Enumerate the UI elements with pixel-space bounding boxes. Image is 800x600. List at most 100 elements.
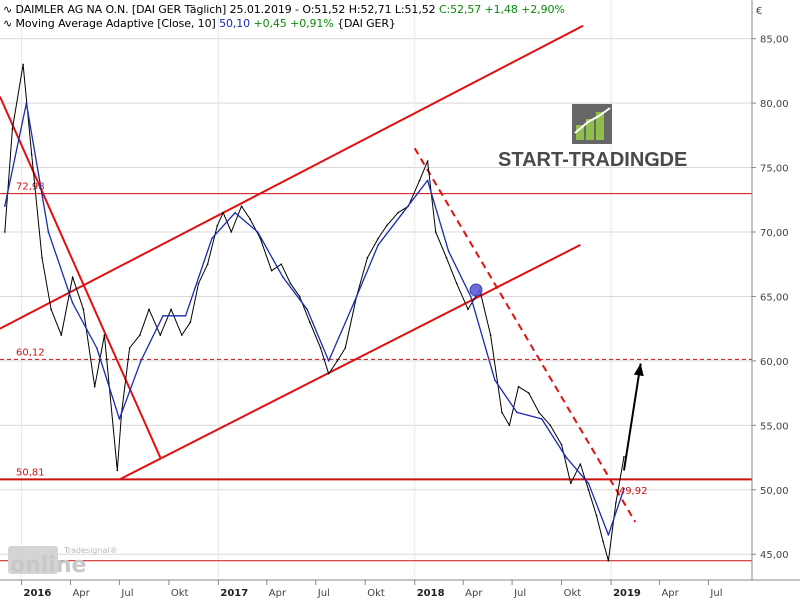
price-point — [41, 256, 43, 259]
instrument-name: DAIMLER AG NA O.N. [DAI GER Täglich] — [15, 3, 227, 16]
ma-point — [494, 379, 496, 382]
price-point — [385, 224, 388, 227]
price-point — [602, 540, 604, 543]
price-point — [249, 218, 251, 220]
price-point — [615, 501, 617, 504]
x-tick-label: Jul — [709, 588, 722, 599]
header-glyph-2: ∿ — [3, 17, 13, 30]
gridlines — [0, 0, 752, 580]
indicator-change: +0,45 — [253, 17, 287, 30]
price-series-line — [4, 63, 625, 562]
price-point — [240, 205, 243, 208]
price-point — [508, 424, 511, 427]
x-tick-label: Jul — [120, 588, 133, 599]
tradesignal-watermark: Tradesignal® online — [8, 546, 118, 578]
x-tick-label: 2019 — [613, 588, 641, 599]
price-point — [549, 424, 552, 427]
ma-point — [25, 102, 28, 104]
y-tick-label: 55,00 — [760, 421, 789, 432]
indicator-symbol: {DAI GER} — [337, 17, 396, 30]
price-point — [206, 263, 209, 266]
y-tick-label: 70,00 — [760, 228, 789, 239]
overlays: 49,92 — [469, 283, 648, 497]
x-tick-label: 2016 — [24, 588, 52, 599]
price-point — [82, 308, 85, 311]
price-point — [22, 63, 24, 66]
price-point — [148, 308, 150, 311]
axes: € — [0, 0, 800, 581]
ma-point — [587, 482, 590, 485]
ma-point — [4, 205, 6, 208]
price-point — [309, 321, 311, 324]
trendlines — [0, 24, 637, 523]
plot-background — [0, 0, 752, 580]
ma-point — [327, 360, 330, 362]
x-tick-label: Okt — [564, 588, 582, 599]
x-tick-label: Apr — [465, 588, 483, 599]
ma-point — [540, 418, 543, 420]
price-point — [501, 411, 503, 414]
x-tick-label: Okt — [367, 588, 385, 599]
price-point — [517, 385, 520, 388]
x-tick-label: Jul — [317, 588, 330, 599]
logo-brand-part1: START-TRADING — [498, 149, 660, 171]
ma-point — [516, 411, 518, 414]
annotation-label: 49,92 — [619, 486, 648, 497]
header-glyph: ∿ — [3, 3, 13, 16]
x-tick-label: Okt — [171, 588, 189, 599]
price-point — [230, 231, 233, 233]
price-point — [489, 334, 492, 336]
price-point — [71, 276, 74, 278]
price-point — [623, 455, 625, 458]
ma-point — [211, 237, 213, 240]
price-point — [128, 347, 131, 349]
breakdown-marker — [469, 283, 483, 297]
trendline — [118, 243, 581, 481]
ma-point — [118, 418, 121, 420]
header-line-2: ∿ Moving Average Adaptive [Close, 10] 50… — [3, 17, 396, 30]
price-point — [159, 334, 162, 336]
price-point — [434, 231, 437, 233]
ma-point — [306, 308, 308, 311]
price-point — [170, 308, 172, 311]
ma-point — [469, 295, 472, 298]
level-label: 72,98 — [16, 182, 45, 193]
currency-label: € — [756, 6, 762, 17]
ma-point — [623, 487, 625, 490]
header-sep: - — [295, 3, 299, 16]
x-tick-label: Apr — [72, 588, 90, 599]
header-change: +1,48 — [484, 3, 518, 16]
logo-brand-part2: .DE — [654, 149, 687, 171]
price-point — [587, 488, 590, 491]
price-point — [366, 256, 369, 259]
price-point — [579, 463, 582, 465]
ma-point — [96, 347, 98, 349]
price-point — [418, 179, 421, 182]
price-point — [289, 282, 292, 285]
ma-point — [282, 276, 284, 278]
price-point — [445, 256, 448, 259]
watermark-badge — [8, 546, 58, 574]
ma-point — [426, 179, 429, 182]
price-point — [270, 269, 273, 272]
logo-icon-bar-3 — [596, 112, 604, 140]
price-point — [60, 334, 63, 336]
x-tick-label: Apr — [269, 588, 287, 599]
indicator-value: 50,10 — [219, 17, 251, 30]
price-point — [189, 321, 192, 324]
trendline — [0, 24, 584, 330]
start-trading-logo: START-TRADING .DE — [498, 104, 687, 171]
moving-average-line — [4, 102, 625, 536]
price-point — [467, 308, 469, 311]
ma-point — [377, 244, 379, 246]
x-tick-label: Jul — [513, 588, 526, 599]
y-tick-label: 85,00 — [760, 35, 789, 46]
price-point — [607, 559, 610, 562]
header-line-1: ∿ DAIMLER AG NA O.N. [DAI GER Täglich] 2… — [3, 3, 565, 16]
ma-point — [565, 456, 568, 459]
x-axis-ticks: 2016 Apr Jul Okt 2017 Apr Jul Okt 2018 Apr Jul Okt 2… — [21, 580, 723, 599]
price-point — [181, 334, 183, 336]
ma-point — [447, 250, 450, 253]
logo-icon-trend — [574, 107, 611, 134]
price-point — [298, 295, 301, 298]
